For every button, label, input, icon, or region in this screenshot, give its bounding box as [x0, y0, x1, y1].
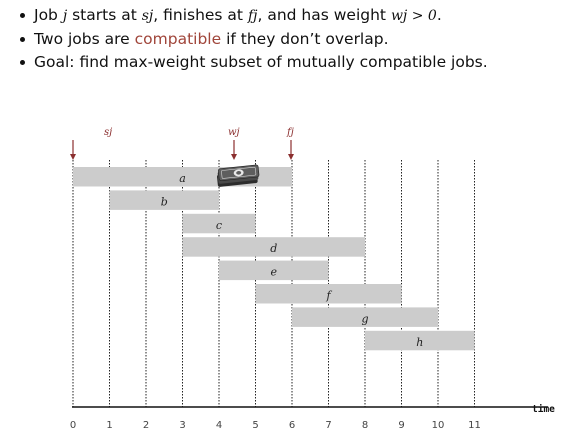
job-label-b: b	[161, 195, 168, 208]
job-bar-h	[365, 330, 475, 351]
sj-annotation: sj	[104, 127, 112, 138]
fj-arrowhead	[288, 154, 294, 160]
annotation-arrows	[70, 140, 294, 160]
sj-arrowhead	[70, 154, 76, 160]
job-label-a: a	[179, 172, 186, 185]
job-bar-c	[182, 213, 256, 234]
job-bar-e	[219, 260, 329, 281]
bullet-goal: Goal: find max-weight subset of mutually…	[20, 51, 488, 75]
job-bar-b	[109, 190, 219, 210]
tick-label-9: 9	[398, 420, 404, 431]
tick-label-4: 4	[216, 420, 222, 431]
tick-label-1: 1	[106, 420, 112, 431]
tick-label-5: 5	[252, 420, 258, 431]
time-axis-label: time	[532, 404, 555, 415]
job-label-d: d	[270, 242, 277, 255]
tick-label-11: 11	[468, 420, 481, 431]
compatible-term: compatible	[134, 29, 222, 48]
tick-label-0: 0	[70, 420, 76, 431]
job-label-f: f	[325, 289, 332, 302]
bullet-job-definition: Job j starts at sj, finishes at fj, and …	[20, 4, 488, 28]
tick-label-10: 10	[432, 420, 445, 431]
job-bar-f	[255, 284, 402, 304]
gridlines	[72, 160, 475, 407]
job-bars	[73, 167, 475, 351]
bullet-list: Job j starts at sj, finishes at fj, and …	[20, 4, 488, 75]
tick-label-7: 7	[325, 420, 331, 431]
job-label-h: h	[416, 336, 423, 349]
wj-annotation: wj	[228, 127, 240, 138]
money-stack-icon	[216, 164, 260, 187]
fj-annotation: fj	[286, 127, 294, 138]
bullet-compatible: Two jobs are compatible if they don’t ov…	[20, 28, 488, 52]
job-label-c: c	[216, 219, 222, 232]
tick-label-2: 2	[143, 420, 149, 431]
job-labels: ab c de f g h	[161, 172, 424, 349]
tick-label-6: 6	[289, 420, 295, 431]
job-bar-d	[182, 237, 365, 257]
job-bar-g	[292, 307, 438, 327]
tick-labels: 0 1 2 3 4 5 6 7 8 9 10 11	[70, 420, 481, 431]
tick-label-8: 8	[362, 420, 368, 431]
job-label-g: g	[361, 312, 368, 325]
wj-arrowhead	[231, 154, 237, 160]
tick-label-3: 3	[179, 420, 185, 431]
job-label-e: e	[270, 266, 277, 279]
